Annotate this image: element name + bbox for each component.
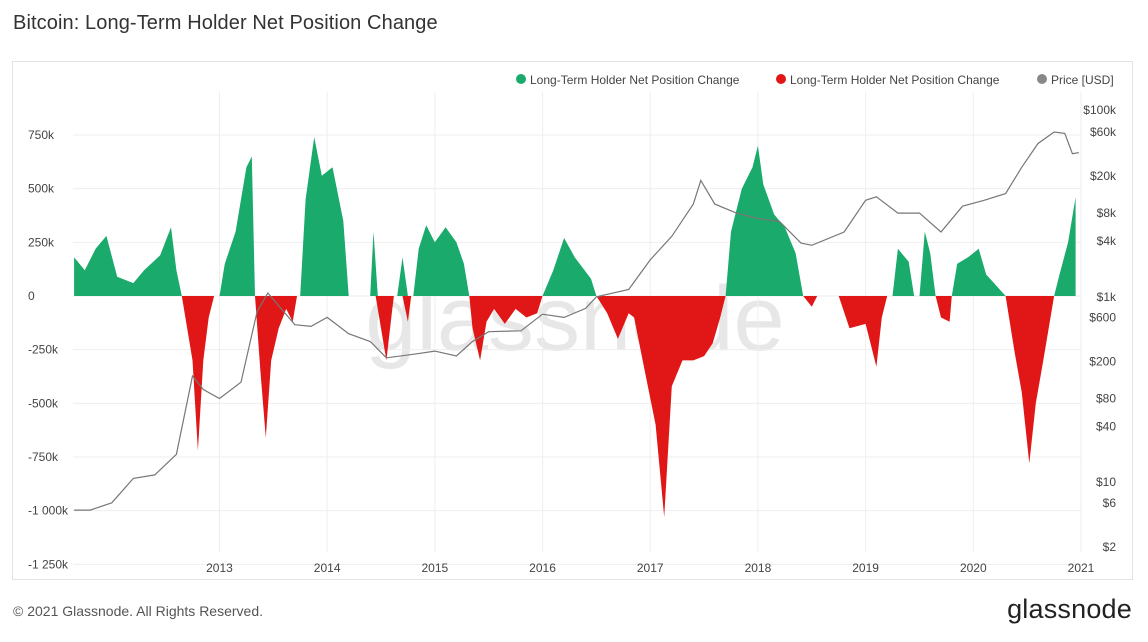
legend[interactable]: Long-Term Holder Net Position Change Long… [516,73,1114,87]
legend-label[interactable]: Price [USD] [1051,73,1114,87]
y-right-tick-label: $80 [1096,391,1116,405]
y-right-tick-label: $20k [1090,169,1117,183]
legend-marker[interactable] [776,74,786,84]
x-tick-label: 2014 [314,561,341,575]
series-positive-area [74,137,1076,296]
y-right-tick-label: $40 [1096,419,1116,433]
series-negative-area [181,296,1055,518]
y-right-tick-label: $200 [1089,355,1116,369]
x-tick-label: 2020 [960,561,987,575]
chart-title: Bitcoin: Long-Term Holder Net Position C… [13,12,438,34]
legend-label[interactable]: Long-Term Holder Net Position Change [530,73,740,87]
y-right-tick-label: $600 [1089,310,1116,324]
copyright-text: © 2021 Glassnode. All Rights Reserved. [13,603,264,619]
price-layer [74,131,1079,511]
y-right-tick-label: $2 [1103,540,1117,554]
y-right-tick-label: $8k [1097,206,1117,220]
y-left-tick-label: 250k [28,235,55,249]
y-left-tick-label: -250k [28,343,59,357]
x-tick-label: 2021 [1068,561,1095,575]
x-tick-label: 2017 [637,561,664,575]
y-left-tick-label: 750k [28,128,55,142]
y-right-tick-label: $1k [1097,290,1117,304]
y-right-tick-label: $100k [1083,103,1117,117]
y-left-tick-label: 0 [28,289,35,303]
x-tick-label: 2018 [745,561,772,575]
legend-marker[interactable] [516,74,526,84]
y-right-tick-label: $10 [1096,475,1116,489]
glassnode-logo: glassnode [1007,594,1132,624]
x-tick-label: 2019 [852,561,879,575]
area-layer [74,137,1076,518]
chart-panel [12,61,1133,580]
y-left-tick-label: -1 000k [28,504,69,518]
legend-label[interactable]: Long-Term Holder Net Position Change [790,73,1000,87]
x-tick-label: 2013 [206,561,233,575]
legend-marker[interactable] [1037,74,1047,84]
x-tick-label: 2015 [421,561,448,575]
x-tick-label: 2016 [529,561,556,575]
y-left-tick-label: -500k [28,396,59,410]
axis-layer: 750k 500k 250k 0 -250k -500k -750k -1 000k -1 25… [28,103,1117,575]
y-right-tick-label: $60k [1090,125,1117,139]
y-left-tick-label: 500k [28,182,55,196]
y-left-tick-label: -1 250k [28,557,69,571]
y-right-tick-label: $6 [1103,496,1117,510]
y-right-tick-label: $4k [1097,234,1117,248]
grid-layer [73,92,1082,565]
series-price-line [74,131,1079,511]
y-left-tick-label: -750k [28,450,59,464]
